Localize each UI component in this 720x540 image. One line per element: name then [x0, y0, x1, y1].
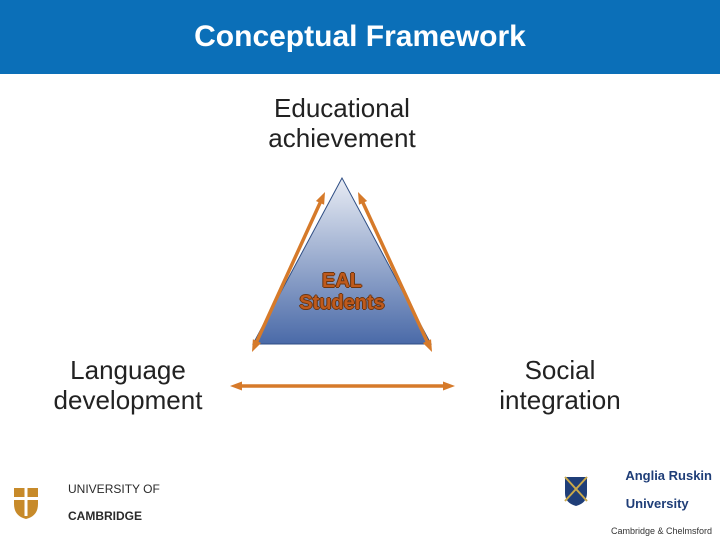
- title-bar: Conceptual Framework: [0, 0, 720, 74]
- framework-diagram: Educational achievement Language develop…: [0, 74, 720, 474]
- aru-logo: Anglia Ruskin University Cambridge & Che…: [561, 456, 712, 536]
- vertex-left-label: Language development: [8, 356, 248, 416]
- triangle-center-label: EAL Students: [262, 270, 422, 314]
- vertex-right-label: Social integration: [440, 356, 680, 416]
- aru-sub: Cambridge & Chelmsford: [611, 526, 712, 536]
- shield-icon: [12, 486, 40, 520]
- cambridge-text: UNIVERSITY OF CAMBRIDGE: [48, 470, 160, 536]
- cambridge-line2: CAMBRIDGE: [68, 509, 142, 523]
- aru-line2: University: [626, 496, 689, 511]
- footer: UNIVERSITY OF CAMBRIDGE Anglia Ruskin Un…: [0, 484, 720, 540]
- slide-title: Conceptual Framework: [194, 20, 526, 54]
- crest-icon: [561, 473, 591, 507]
- aru-line1: Anglia Ruskin: [625, 468, 712, 483]
- cambridge-logo: UNIVERSITY OF CAMBRIDGE: [12, 470, 160, 536]
- aru-name: Anglia Ruskin University: [597, 456, 712, 524]
- cambridge-line1: UNIVERSITY OF: [68, 482, 160, 496]
- vertex-top-label: Educational achievement: [222, 94, 462, 154]
